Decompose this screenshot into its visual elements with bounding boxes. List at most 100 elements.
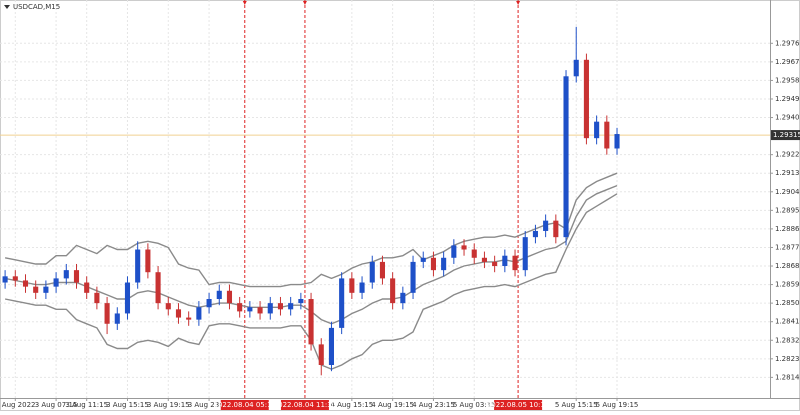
candle-body xyxy=(522,237,528,271)
candle-body xyxy=(328,327,335,366)
candle-body xyxy=(145,249,151,273)
y-tick-label: 1.29130 xyxy=(775,169,800,177)
candle-body xyxy=(63,270,69,279)
candle-body xyxy=(73,270,80,283)
x-tick-label: 3 Aug 07:15 xyxy=(35,401,78,409)
candle-body xyxy=(43,286,49,293)
y-tick-label: 1.29760 xyxy=(775,39,800,47)
candle-body xyxy=(492,261,498,267)
current-price-label: 1.29315 xyxy=(773,131,800,139)
candle-body xyxy=(532,230,538,238)
candle-body xyxy=(135,249,141,283)
event-marker xyxy=(242,1,247,5)
x-tick-label: 3 Aug 23:15 xyxy=(188,401,231,409)
candle-body xyxy=(104,303,110,324)
y-tick-label: 1.28230 xyxy=(775,355,800,363)
y-tick-label: 1.29040 xyxy=(775,188,800,196)
x-tick-label: 3 Aug 2022 xyxy=(0,401,35,409)
candle-body xyxy=(369,261,375,283)
x-tick-label: 3 Aug 15:15 xyxy=(106,401,149,409)
x-tick-label: 3 Aug 19:15 xyxy=(147,401,190,409)
current-price-bg xyxy=(771,130,800,141)
candle-body xyxy=(502,255,508,267)
y-tick-label: 1.28770 xyxy=(775,243,800,251)
event-label: 2022.08.04 11:30 xyxy=(274,401,336,409)
candle-body xyxy=(471,249,477,258)
candle-body xyxy=(308,299,314,345)
candle-body xyxy=(420,257,426,262)
y-tick-label: 1.29490 xyxy=(775,95,800,103)
y-tick-label: 1.29670 xyxy=(775,58,800,66)
x-tick-label: 5 Aug 15:15 xyxy=(555,401,598,409)
y-tick-label: 1.28500 xyxy=(775,299,800,307)
x-tick-label: 4 Aug 19:15 xyxy=(371,401,414,409)
candle-body xyxy=(94,292,100,304)
candle-body xyxy=(614,134,620,149)
candle-body xyxy=(247,307,253,312)
candle-body xyxy=(604,121,610,149)
candle-body xyxy=(298,299,304,304)
candle-body xyxy=(583,59,589,139)
x-tick-label: 4 Aug 15:15 xyxy=(330,401,373,409)
axis-labels: 1.28140 1.28230 1.28320 1.28410 1.28500 1.285… xyxy=(0,39,800,410)
y-tick-label: 1.28950 xyxy=(775,206,800,214)
candle-body xyxy=(216,290,222,300)
plot-area xyxy=(0,0,770,398)
y-tick-label: 1.28860 xyxy=(775,225,800,233)
candle-body xyxy=(22,280,29,287)
event-label-bg xyxy=(220,400,269,410)
candle-body xyxy=(2,276,8,283)
y-tick-label: 1.28680 xyxy=(775,262,800,270)
candle-body xyxy=(430,257,436,271)
grid xyxy=(0,0,770,398)
candle-body xyxy=(594,121,600,139)
candle-body xyxy=(339,278,345,328)
candle-body xyxy=(277,303,284,310)
candle-body xyxy=(12,276,18,281)
candle-body xyxy=(349,278,355,293)
candle-body xyxy=(400,292,406,304)
candle-body xyxy=(237,303,243,312)
candle-body xyxy=(543,220,549,231)
chart-title: USDCAD,M15 xyxy=(13,3,60,11)
candle-body xyxy=(165,303,171,310)
candle-body xyxy=(226,290,233,304)
candle-body xyxy=(33,286,39,293)
menu-arrow[interactable] xyxy=(4,5,10,9)
y-tick-label: 1.29400 xyxy=(775,114,800,122)
x-tick-label: 5 Aug 19:15 xyxy=(596,401,639,409)
candle-body xyxy=(288,303,294,310)
x-tick-label: 5 Aug 03:15 xyxy=(453,401,496,409)
candle-body xyxy=(196,307,202,320)
candle-body xyxy=(553,220,559,238)
candle-body xyxy=(155,272,161,304)
event-label: 2022.08.04 05:15 xyxy=(214,401,276,409)
event-label-bg xyxy=(494,400,543,410)
y-tick-label: 1.28140 xyxy=(775,373,800,381)
candle-body xyxy=(186,317,192,320)
candle-body xyxy=(206,299,212,308)
candle-body xyxy=(451,245,457,258)
candle-body xyxy=(318,344,324,366)
candle-body xyxy=(512,255,518,271)
band-upper xyxy=(4,172,618,288)
candle-body xyxy=(441,257,447,271)
candle-body xyxy=(257,307,263,314)
candle-body xyxy=(410,261,416,293)
y-tick-label: 1.28590 xyxy=(775,281,800,289)
event-marker xyxy=(516,1,521,5)
candle-body xyxy=(175,309,182,318)
candle-body xyxy=(359,282,365,293)
candle-body xyxy=(390,278,396,304)
candle-body xyxy=(563,76,569,238)
event-label-bg xyxy=(280,400,329,410)
event-marker xyxy=(302,1,307,5)
candle-body xyxy=(114,313,120,324)
event-label: 2022.08.05 10:15 xyxy=(487,401,549,409)
candle-body xyxy=(267,303,273,314)
y-tick-label: 1.28410 xyxy=(775,318,800,326)
candle-body xyxy=(53,278,59,287)
